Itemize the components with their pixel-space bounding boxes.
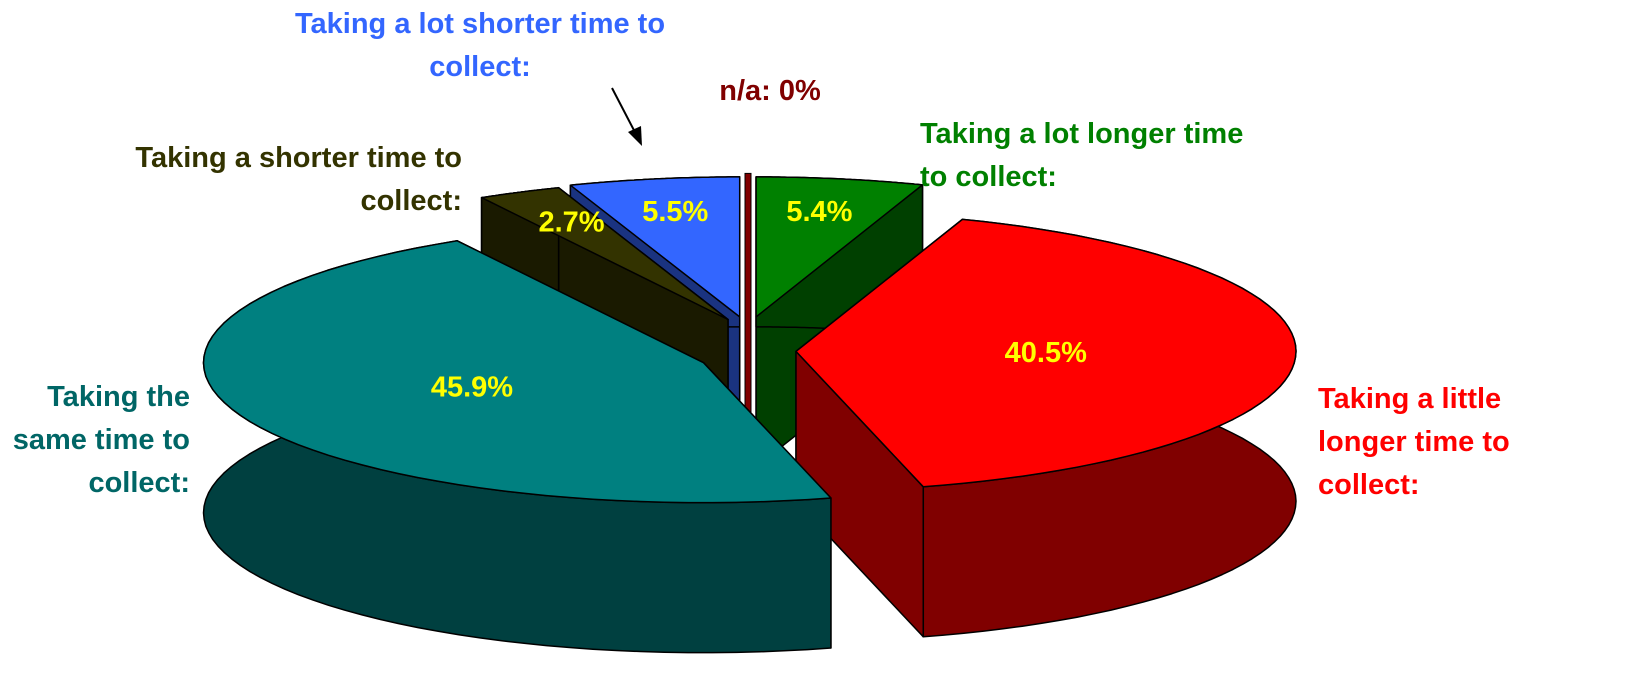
slice-top: [202, 240, 832, 504]
slice-top: [755, 176, 924, 318]
value-label: 45.9%: [431, 372, 513, 404]
slice-top: [569, 176, 741, 318]
zero-slice: [744, 172, 752, 434]
category-label: Taking a lot longer time to collect:: [920, 118, 1244, 193]
slice-top: [480, 186, 729, 321]
value-label: 5.5%: [642, 196, 708, 228]
value-label: 2.7%: [538, 207, 604, 239]
category-label: n/a: 0%: [719, 75, 821, 107]
category-label: Taking a shorter time to collect:: [135, 142, 462, 217]
slice-top: [795, 218, 1297, 488]
category-label: Taking a lot shorter time to collect:: [294, 8, 666, 83]
value-label: 5.4%: [786, 196, 852, 228]
arrow-head: [628, 126, 642, 146]
category-label: Taking a little longer time to collect:: [1318, 383, 1510, 501]
category-name: n/a:: [719, 75, 771, 107]
value-label: 40.5%: [1005, 337, 1087, 369]
category-label: Taking the same time to collect:: [12, 381, 190, 499]
value-label: 0%: [779, 75, 821, 107]
